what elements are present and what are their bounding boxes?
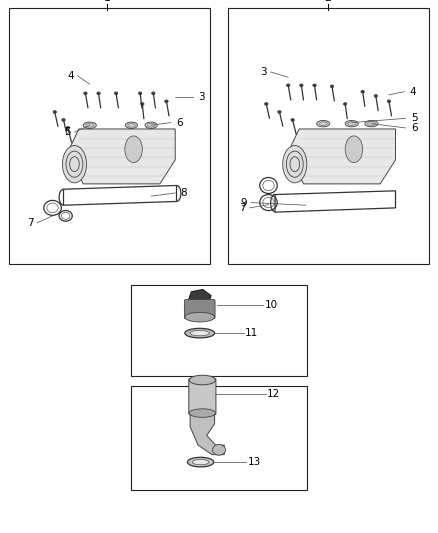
Text: 7: 7: [27, 218, 34, 228]
FancyBboxPatch shape: [184, 300, 215, 319]
Ellipse shape: [84, 92, 87, 95]
Text: 8: 8: [180, 188, 187, 198]
Ellipse shape: [283, 146, 307, 183]
Ellipse shape: [317, 120, 330, 127]
Ellipse shape: [114, 92, 118, 95]
Text: 10: 10: [265, 300, 278, 310]
Ellipse shape: [212, 445, 226, 455]
Text: 13: 13: [247, 457, 261, 467]
Polygon shape: [188, 289, 211, 306]
Text: 4: 4: [67, 71, 74, 80]
Ellipse shape: [145, 122, 157, 128]
Bar: [9, 8, 210, 264]
Ellipse shape: [189, 409, 215, 417]
Ellipse shape: [165, 100, 168, 103]
Ellipse shape: [189, 375, 215, 385]
Ellipse shape: [374, 94, 378, 98]
Text: 5: 5: [64, 127, 71, 137]
Ellipse shape: [365, 120, 378, 127]
Bar: [228, 8, 429, 264]
Text: 1: 1: [104, 0, 111, 3]
Ellipse shape: [192, 459, 209, 465]
FancyBboxPatch shape: [189, 378, 216, 415]
Ellipse shape: [138, 92, 142, 95]
Ellipse shape: [278, 110, 281, 114]
Ellipse shape: [185, 312, 215, 322]
Ellipse shape: [152, 92, 155, 95]
Polygon shape: [68, 129, 175, 184]
Ellipse shape: [291, 118, 294, 122]
Text: 3: 3: [198, 92, 205, 102]
Text: 6: 6: [411, 123, 417, 133]
Text: 3: 3: [261, 67, 267, 77]
Text: 4: 4: [410, 87, 416, 96]
Ellipse shape: [286, 84, 290, 87]
Ellipse shape: [265, 102, 268, 106]
Ellipse shape: [125, 122, 138, 128]
Ellipse shape: [361, 90, 364, 93]
Ellipse shape: [125, 136, 142, 163]
Ellipse shape: [343, 102, 347, 106]
Ellipse shape: [313, 84, 316, 87]
Ellipse shape: [185, 328, 215, 338]
Ellipse shape: [190, 330, 209, 336]
Ellipse shape: [187, 457, 214, 467]
Polygon shape: [190, 413, 224, 455]
Bar: [131, 386, 307, 490]
Text: 11: 11: [245, 328, 258, 338]
Ellipse shape: [62, 118, 65, 122]
Ellipse shape: [97, 92, 100, 95]
Text: 7: 7: [240, 203, 246, 213]
Bar: [131, 285, 307, 376]
Ellipse shape: [53, 110, 57, 114]
Ellipse shape: [300, 84, 303, 87]
Ellipse shape: [66, 126, 70, 130]
Text: 12: 12: [267, 390, 280, 399]
Text: 2: 2: [324, 0, 331, 3]
Text: 6: 6: [176, 118, 183, 127]
Ellipse shape: [387, 100, 391, 103]
Text: 9: 9: [241, 198, 247, 207]
Ellipse shape: [62, 146, 86, 183]
Ellipse shape: [141, 102, 144, 106]
Ellipse shape: [345, 136, 363, 163]
Ellipse shape: [345, 120, 358, 127]
Polygon shape: [288, 129, 396, 184]
Ellipse shape: [330, 85, 334, 88]
Ellipse shape: [83, 122, 96, 128]
Text: 5: 5: [411, 114, 417, 123]
